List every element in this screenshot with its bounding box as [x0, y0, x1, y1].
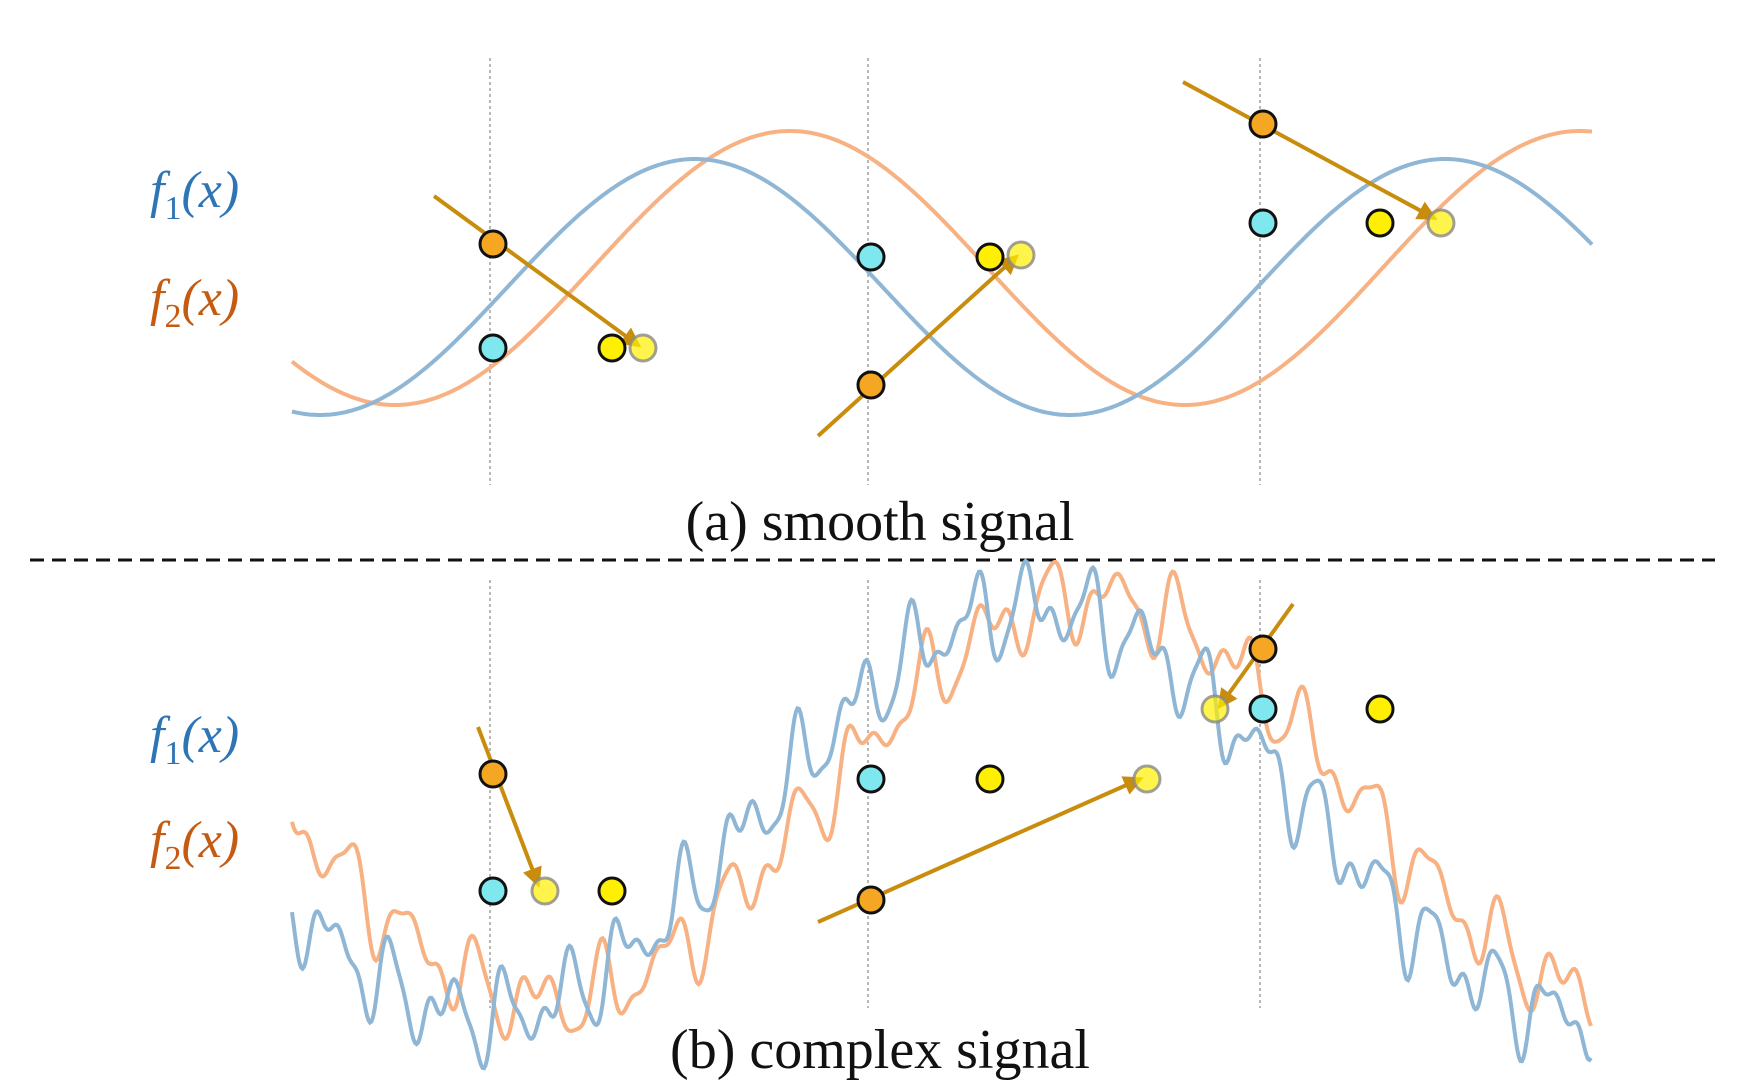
- cyan-point: [478, 333, 508, 363]
- panel-b: f1(x) f2(x) (b) complex signal: [150, 558, 1593, 1081]
- faded-yellow-point: [1200, 694, 1230, 724]
- cyan-point: [1248, 208, 1278, 238]
- arrow: [816, 254, 1019, 438]
- f2-curve-b: [290, 559, 1593, 1042]
- orange-point: [1248, 634, 1278, 664]
- cyan-point: [1248, 694, 1278, 724]
- arrow: [476, 726, 542, 888]
- caption-b: (b) complex signal: [670, 1019, 1090, 1081]
- yellow-point: [597, 333, 627, 363]
- yellow-point: [1365, 694, 1395, 724]
- f2-curve-a: [290, 129, 1593, 407]
- cyan-point: [478, 876, 508, 906]
- arrow: [1182, 80, 1438, 220]
- faded-yellow-point: [1132, 764, 1162, 794]
- orange-point: [856, 885, 886, 915]
- f1-label-a: f1(x): [150, 162, 239, 227]
- cyan-point: [856, 764, 886, 794]
- f1-curve-a: [291, 157, 1594, 417]
- yellow-point: [597, 876, 627, 906]
- panel-a: f1(x) f2(x) (a) smooth signal: [150, 58, 1594, 553]
- yellow-point: [975, 242, 1005, 272]
- f1-label-b: f1(x): [150, 707, 239, 772]
- orange-point: [1248, 109, 1278, 139]
- yellow-point: [975, 764, 1005, 794]
- orange-point: [478, 229, 508, 259]
- f2-label-b: f2(x): [150, 812, 239, 877]
- yellow-point: [1365, 208, 1395, 238]
- faded-yellow-point: [628, 333, 658, 363]
- faded-yellow-point: [1426, 208, 1456, 238]
- arrow: [432, 194, 642, 348]
- links-a: [493, 221, 1380, 350]
- faded-yellow-point: [530, 876, 560, 906]
- gradient-arrows-b: [476, 602, 1295, 924]
- f1-curve-b: [290, 558, 1593, 1071]
- guide-lines-b: [489, 580, 1261, 1008]
- caption-a: (a) smooth signal: [686, 491, 1075, 553]
- links-b: [493, 707, 1380, 893]
- gradient-arrows-a: [432, 80, 1438, 438]
- guide-lines-a: [489, 58, 1261, 485]
- cyan-point: [856, 242, 886, 272]
- orange-point: [856, 370, 886, 400]
- faded-yellow-point: [1006, 240, 1036, 270]
- f2-label-a: f2(x): [150, 270, 239, 335]
- points-b: [478, 634, 1395, 915]
- orange-point: [478, 759, 508, 789]
- points-a: [478, 109, 1456, 400]
